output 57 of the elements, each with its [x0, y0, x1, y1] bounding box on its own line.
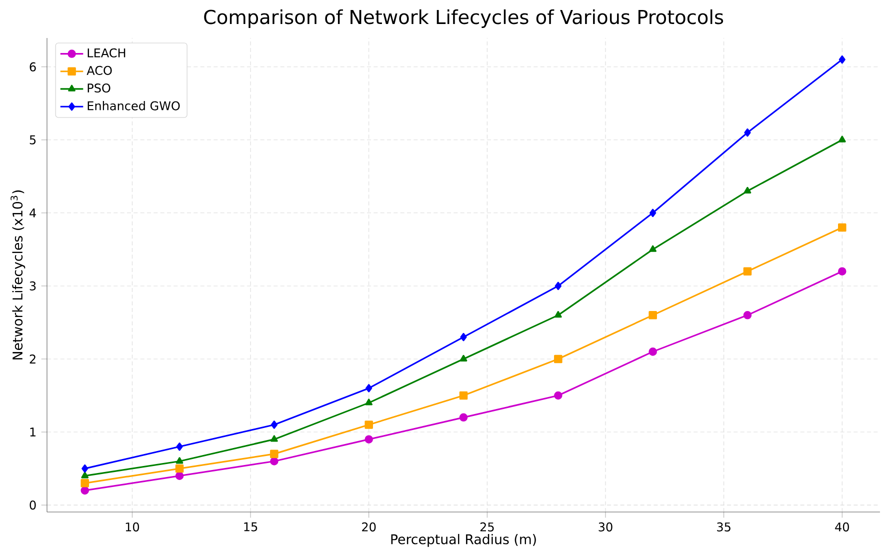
x-tick-label: 40	[835, 522, 849, 532]
point	[650, 208, 656, 218]
legend-label: LEACH	[88, 48, 126, 58]
y-tick-label: 2	[30, 354, 36, 364]
point	[554, 391, 562, 400]
point	[743, 311, 752, 320]
point	[364, 435, 373, 444]
point	[270, 420, 278, 429]
point	[81, 472, 89, 478]
point	[744, 186, 752, 194]
point	[82, 464, 88, 473]
point	[270, 450, 278, 458]
y-axis-title: Network Lifecycles (x10$^{3}$)	[10, 190, 26, 360]
point	[648, 348, 657, 356]
point	[364, 420, 373, 429]
x-tick-label: 30	[598, 522, 612, 532]
point	[648, 311, 657, 320]
point	[649, 245, 657, 252]
y-tick-label: 1	[30, 428, 36, 436]
point	[838, 223, 846, 232]
point	[554, 354, 562, 364]
x-tick-label: 25	[480, 522, 494, 532]
point	[743, 267, 752, 276]
point	[838, 136, 846, 142]
legend-label: ACO	[86, 66, 112, 75]
point	[175, 464, 184, 473]
point	[459, 413, 468, 422]
point	[744, 128, 751, 137]
x-axis-title: Perceptual Radius (m)	[391, 534, 536, 547]
point	[554, 311, 562, 318]
x-tick-label: 20	[362, 522, 376, 532]
x-tick-label: 10	[126, 522, 140, 532]
legend-label: PSO	[88, 83, 110, 93]
y-tick-label: 0	[30, 500, 36, 510]
legend-label: Enhanced GWO	[88, 101, 180, 110]
point	[365, 398, 373, 406]
point	[176, 442, 183, 451]
point	[838, 55, 846, 64]
point	[460, 332, 467, 342]
point	[80, 479, 89, 488]
point	[270, 435, 278, 442]
point	[176, 457, 184, 464]
point	[460, 354, 468, 362]
point	[175, 472, 184, 480]
point	[80, 486, 89, 495]
point	[838, 267, 846, 276]
y-tick-label: 3	[30, 281, 36, 290]
y-tick-label: 5	[30, 135, 36, 144]
y-tick-label: 6	[30, 62, 36, 72]
point	[459, 391, 468, 400]
point	[554, 282, 562, 290]
y-tick-label: 4	[30, 208, 36, 218]
chart-title: Comparison of Network Lifecycles of Various Protocols	[204, 9, 724, 28]
x-tick-label: 15	[244, 522, 258, 532]
point	[270, 457, 278, 466]
x-tick-label: 35	[717, 522, 730, 532]
point	[366, 384, 372, 392]
